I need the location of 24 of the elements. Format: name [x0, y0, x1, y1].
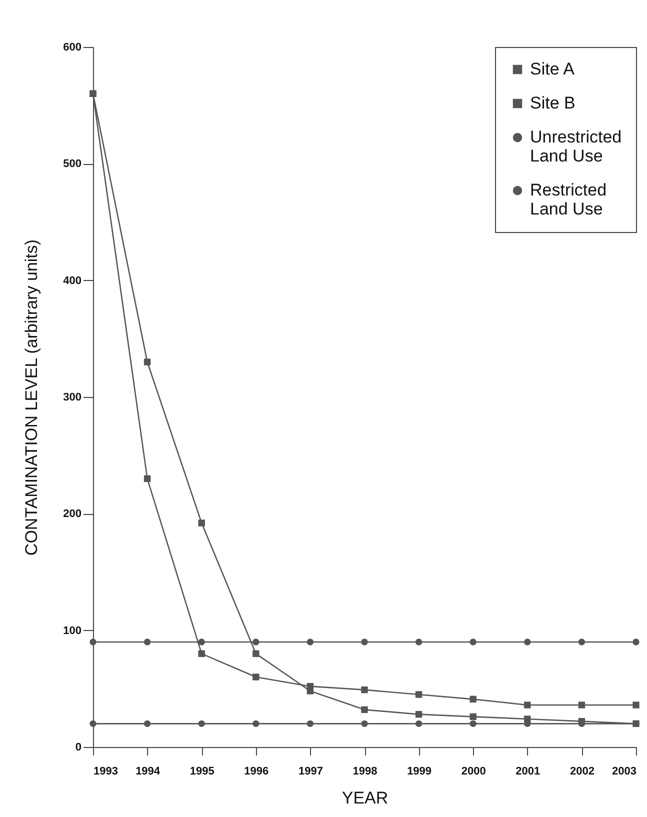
x-tick-label: 1994	[136, 766, 161, 778]
y-tick-label: 600	[63, 42, 82, 54]
y-tick-label: 0	[75, 742, 82, 754]
legend-label: Site B	[530, 94, 576, 112]
x-tick-label: 2002	[570, 766, 594, 778]
x-tick-label: 1993	[94, 766, 118, 778]
y-tick-label: 100	[63, 624, 82, 637]
x-tick-label: 2003	[612, 766, 636, 778]
x-tick-label: 2001	[516, 766, 540, 778]
x-tick-label: 1998	[352, 766, 378, 778]
y-tick-label: 500	[63, 158, 82, 170]
x-tick-label: 1999	[407, 766, 432, 778]
x-tick-label: 1995	[190, 766, 214, 778]
y-axis-title: CONTAMINATION LEVEL (arbitrary units)	[22, 239, 42, 556]
legend-label: Site A	[530, 60, 576, 78]
x-axis-title: YEAR	[342, 788, 388, 808]
legend-label: Unrestricted Land Use	[530, 128, 622, 166]
x-tick-label: 1997	[298, 766, 323, 778]
legend-label: Restricted Land Use	[530, 180, 607, 218]
y-tick-label: 200	[63, 508, 82, 520]
x-tick-label: 1996	[244, 766, 269, 778]
y-tick-label: 400	[63, 274, 82, 287]
y-tick-label: 300	[63, 392, 82, 404]
x-tick-label: 2000	[461, 766, 486, 778]
